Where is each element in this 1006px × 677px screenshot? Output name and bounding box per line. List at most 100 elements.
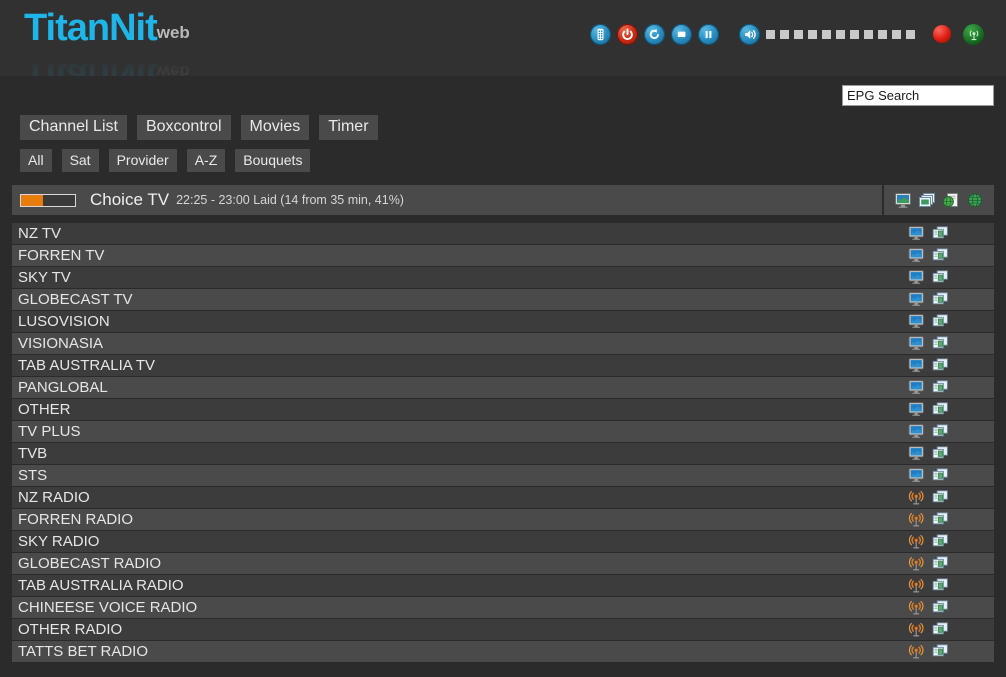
channel-row[interactable]: STS (12, 465, 994, 487)
channel-row-label: STS (18, 467, 48, 484)
tab-boxcontrol[interactable]: Boxcontrol (136, 114, 231, 140)
monitor-icon[interactable] (908, 446, 925, 461)
epg-list-icon[interactable] (932, 358, 949, 373)
monitor-icon[interactable] (908, 270, 925, 285)
epg-list-icon[interactable] (932, 380, 949, 395)
epg-list-icon[interactable] (932, 402, 949, 417)
channel-row-label: NZ TV (18, 225, 62, 242)
monitor-icon[interactable] (908, 292, 925, 307)
volume-block[interactable] (794, 29, 803, 39)
channel-row[interactable]: TVB (12, 443, 994, 465)
channel-row[interactable]: PANGLOBAL (12, 377, 994, 399)
monitor-icon[interactable] (908, 226, 925, 241)
screen-icon[interactable] (894, 192, 912, 209)
channel-row[interactable]: CHINEESE VOICE RADIO (12, 597, 994, 619)
restart-icon[interactable] (644, 23, 665, 45)
globe-icon[interactable] (966, 192, 984, 209)
monitor-icon[interactable] (908, 358, 925, 373)
epg-list-icon[interactable] (932, 556, 949, 571)
epg-list-icon[interactable] (932, 622, 949, 637)
epg-list-icon[interactable] (932, 292, 949, 307)
channel-row[interactable]: SKY RADIO (12, 531, 994, 553)
volume-block[interactable] (808, 29, 817, 39)
antenna-icon[interactable] (908, 490, 925, 505)
subtab-sat[interactable]: Sat (61, 148, 99, 172)
volume-level-indicator[interactable] (766, 29, 915, 39)
epg-list-icon[interactable] (932, 248, 949, 263)
volume-block[interactable] (878, 29, 887, 39)
now-playing-info[interactable]: Choice TV 22:25 - 23:00 Laid (14 from 35… (12, 185, 882, 215)
monitor-icon[interactable] (908, 314, 925, 329)
channel-row[interactable]: VISIONASIA (12, 333, 994, 355)
volume-block[interactable] (822, 29, 831, 39)
epg-list-icon[interactable] (932, 534, 949, 549)
antenna-icon[interactable] (908, 578, 925, 593)
volume-block[interactable] (780, 29, 789, 39)
epg-search-input[interactable] (842, 85, 994, 106)
channel-row[interactable]: NZ TV (12, 223, 994, 245)
subtab-bouquets[interactable]: Bouquets (235, 148, 311, 172)
epg-list-icon[interactable] (932, 468, 949, 483)
channel-row[interactable]: OTHER RADIO (12, 619, 994, 641)
subtab-provider[interactable]: Provider (108, 148, 177, 172)
volume-block[interactable] (892, 29, 901, 39)
antenna-icon[interactable] (908, 534, 925, 549)
logo-reflection-sub: web (156, 62, 190, 76)
epg-list-icon[interactable] (932, 446, 949, 461)
channel-row[interactable]: SKY TV (12, 267, 994, 289)
monitor-icon[interactable] (908, 424, 925, 439)
antenna-icon[interactable] (908, 644, 925, 659)
epg-list-icon[interactable] (932, 512, 949, 527)
epg-list-icon[interactable] (932, 600, 949, 615)
epg-list-icon[interactable] (932, 270, 949, 285)
channel-row[interactable]: TAB AUSTRALIA TV (12, 355, 994, 377)
tab-timer[interactable]: Timer (319, 114, 378, 140)
channel-row-actions (902, 270, 994, 285)
tab-channel-list[interactable]: Channel List (20, 114, 127, 140)
power-icon[interactable] (617, 23, 638, 45)
monitor-icon[interactable] (908, 248, 925, 263)
epg-list-icon[interactable] (932, 226, 949, 241)
epg-list-icon[interactable] (932, 644, 949, 659)
volume-icon[interactable] (739, 23, 760, 45)
monitor-icon[interactable] (908, 468, 925, 483)
channel-row[interactable]: LUSOVISION (12, 311, 994, 333)
epg-list-icon[interactable] (932, 490, 949, 505)
epg-list-icon[interactable] (932, 578, 949, 593)
monitor-icon[interactable] (908, 380, 925, 395)
channel-row[interactable]: FORREN TV (12, 245, 994, 267)
epg-list-icon[interactable] (932, 424, 949, 439)
channel-row[interactable]: TATTS BET RADIO (12, 641, 994, 663)
record-dot-icon[interactable] (933, 25, 951, 43)
signal-icon[interactable] (963, 23, 984, 45)
volume-block[interactable] (906, 29, 915, 39)
pause-icon[interactable] (698, 23, 719, 45)
channel-row[interactable]: GLOBECAST TV (12, 289, 994, 311)
antenna-icon[interactable] (908, 512, 925, 527)
subtab-a-z[interactable]: A-Z (186, 148, 226, 172)
epg-list-icon[interactable] (932, 314, 949, 329)
antenna-icon[interactable] (908, 622, 925, 637)
subtab-all[interactable]: All (20, 148, 52, 172)
monitor-icon[interactable] (908, 402, 925, 417)
channel-row[interactable]: OTHER (12, 399, 994, 421)
antenna-icon[interactable] (908, 600, 925, 615)
channel-row[interactable]: NZ RADIO (12, 487, 994, 509)
channel-row[interactable]: GLOBECAST RADIO (12, 553, 994, 575)
epg-list-icon[interactable] (932, 336, 949, 351)
channel-row[interactable]: FORREN RADIO (12, 509, 994, 531)
volume-block[interactable] (836, 29, 845, 39)
channel-list: NZ TV FORREN TV SKY TV (12, 222, 994, 663)
monitor-icon[interactable] (908, 336, 925, 351)
channel-row[interactable]: TAB AUSTRALIA RADIO (12, 575, 994, 597)
antenna-icon[interactable] (908, 556, 925, 571)
stop-icon[interactable] (671, 23, 692, 45)
globe-page-icon[interactable] (942, 192, 960, 209)
volume-block[interactable] (864, 29, 873, 39)
remote-icon[interactable] (590, 23, 611, 45)
volume-block[interactable] (850, 29, 859, 39)
channel-row[interactable]: TV PLUS (12, 421, 994, 443)
multiscreen-icon[interactable] (918, 192, 936, 209)
volume-block[interactable] (766, 29, 775, 39)
tab-movies[interactable]: Movies (240, 114, 310, 140)
